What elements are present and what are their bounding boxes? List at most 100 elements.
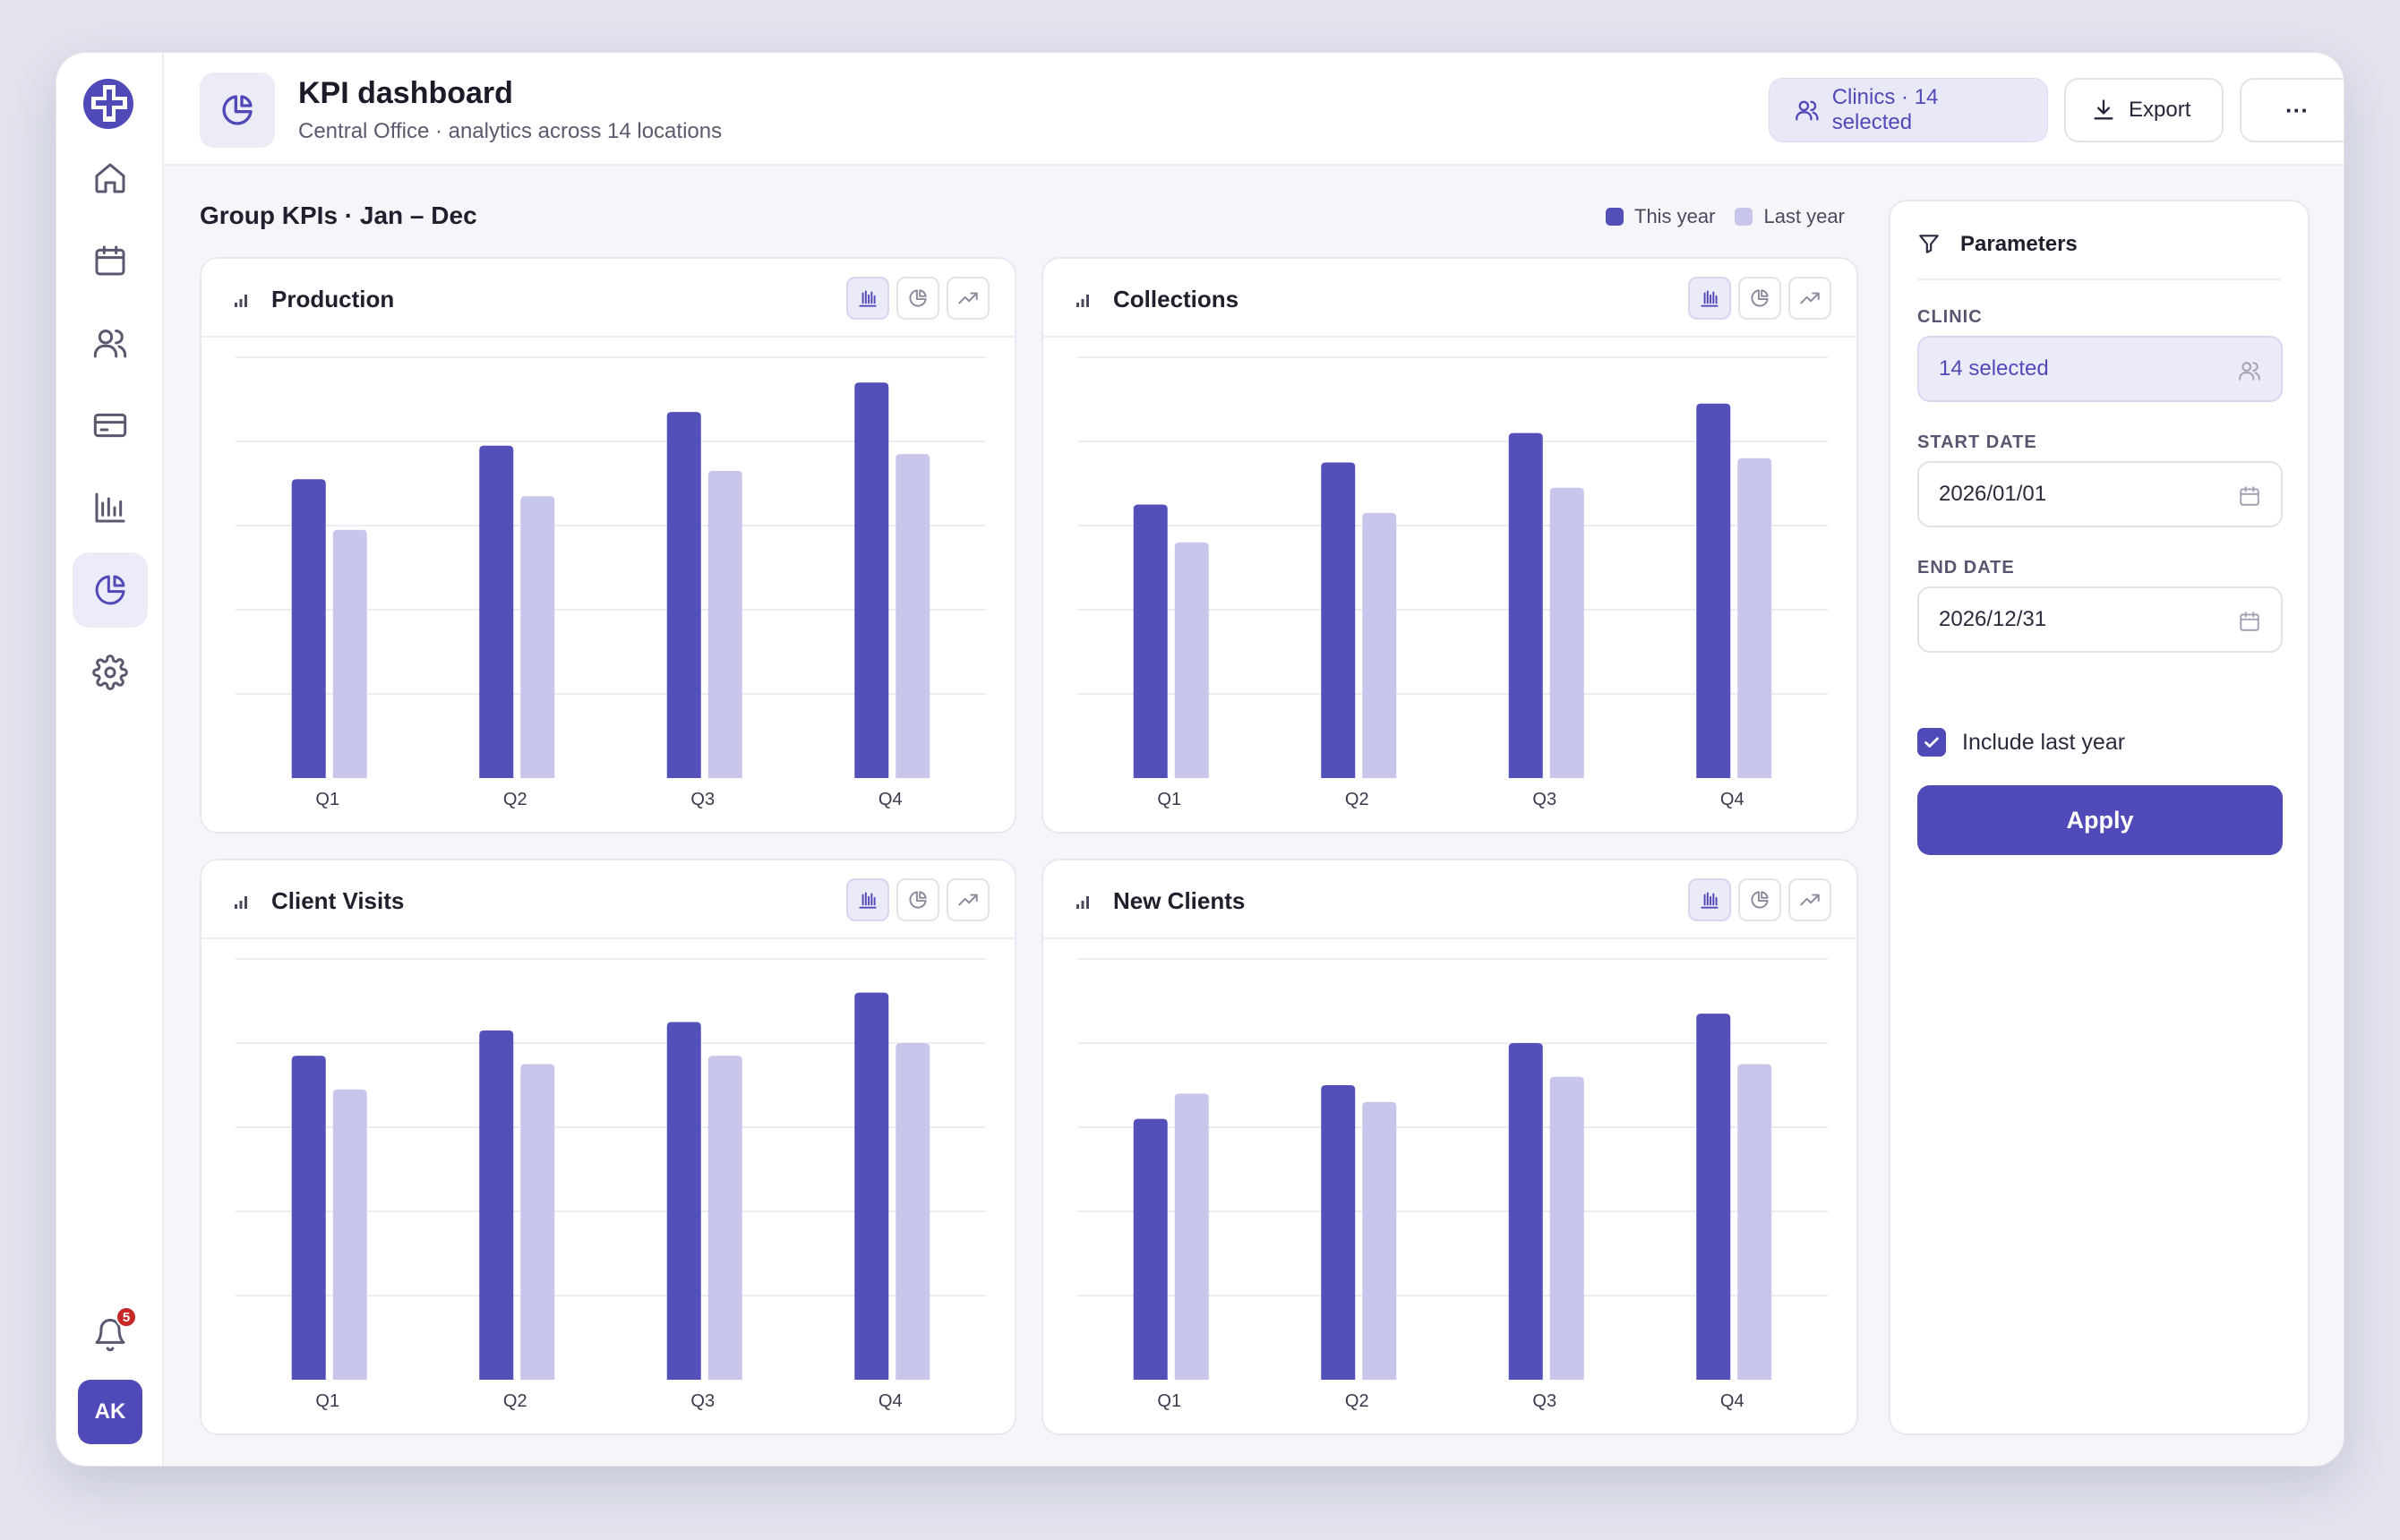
trend-view-button[interactable] xyxy=(1788,878,1831,921)
trend-view-button[interactable] xyxy=(947,277,990,320)
x-tick-label: Q2 xyxy=(1345,790,1369,809)
bar-view-button[interactable] xyxy=(846,878,889,921)
home-icon xyxy=(95,163,125,193)
filter-icon xyxy=(1919,235,1939,253)
bar-last-year-q4[interactable] xyxy=(896,454,930,778)
legend-item-last-year: Last year xyxy=(1735,205,1845,228)
bar-this-year-q2[interactable] xyxy=(479,445,514,778)
bar-this-year-q3[interactable] xyxy=(1508,1043,1543,1380)
nav-home[interactable] xyxy=(73,141,148,216)
pie-view-button[interactable] xyxy=(1738,878,1781,921)
bar-this-year-q2[interactable] xyxy=(1321,1085,1356,1380)
bar-last-year-q3[interactable] xyxy=(1549,487,1584,778)
bar-last-year-q3[interactable] xyxy=(707,1056,742,1380)
export-label: Export xyxy=(2129,98,2191,122)
card-title-client-visits: Client Visits xyxy=(271,887,405,914)
bar-this-year-q3[interactable] xyxy=(666,1022,701,1381)
signal-bars-icon xyxy=(1076,295,1089,307)
avatar[interactable]: AK xyxy=(78,1380,142,1444)
bar-this-year-q4[interactable] xyxy=(854,992,889,1380)
pie-chart-icon xyxy=(1751,891,1769,909)
apply-button[interactable]: Apply xyxy=(1917,785,2283,855)
credit-card-icon xyxy=(93,413,127,438)
bar-last-year-q2[interactable] xyxy=(520,496,555,778)
pie-chart-icon xyxy=(1751,289,1769,307)
download-icon xyxy=(2094,99,2113,120)
bar-this-year-q1[interactable] xyxy=(1133,1118,1168,1380)
legend-item-this-year: This year xyxy=(1606,205,1715,228)
bar-this-year-q1[interactable] xyxy=(1133,504,1168,779)
chart-svg-production: Q1 Q2 Q3 Q4 xyxy=(236,356,986,809)
notifications-button[interactable]: 5 xyxy=(73,1297,148,1373)
chart-client-visits: Q1 Q2 Q3 Q4 xyxy=(201,941,1015,1433)
bar-this-year-q2[interactable] xyxy=(1321,462,1356,779)
signal-bars-icon xyxy=(235,896,247,909)
start-date-value: 2026/01/01 xyxy=(1939,482,2047,506)
export-button[interactable]: Export xyxy=(2064,78,2224,142)
bar-this-year-q3[interactable] xyxy=(666,412,701,778)
start-date-field[interactable]: 2026/01/01 xyxy=(1917,461,2283,527)
nav-analytics[interactable] xyxy=(73,552,148,628)
bar-last-year-q1[interactable] xyxy=(332,1089,367,1380)
bar-last-year-q2[interactable] xyxy=(1362,1101,1397,1380)
bar-view-button[interactable] xyxy=(1688,277,1731,320)
pie-view-button[interactable] xyxy=(896,277,939,320)
bar-last-year-q4[interactable] xyxy=(1737,458,1772,778)
bar-chart-icon xyxy=(1701,290,1719,307)
clinics-filter-label: Clinics · 14 selected xyxy=(1831,85,1939,134)
bar-last-year-q2[interactable] xyxy=(1362,512,1397,778)
bar-this-year-q4[interactable] xyxy=(854,382,889,778)
bar-this-year-q1[interactable] xyxy=(291,1056,326,1380)
parameters-title: Parameters xyxy=(1960,232,2078,256)
bar-last-year-q1[interactable] xyxy=(332,529,367,778)
bar-last-year-q1[interactable] xyxy=(1174,542,1209,778)
pie-view-button[interactable] xyxy=(1738,277,1781,320)
users-icon xyxy=(93,329,127,358)
clinic-select[interactable]: 14 selected xyxy=(1917,336,2283,402)
pie-view-button[interactable] xyxy=(896,878,939,921)
nav-billing[interactable] xyxy=(73,388,148,463)
bar-this-year-q3[interactable] xyxy=(1508,432,1543,778)
page-title: KPI dashboard xyxy=(298,76,513,110)
group-title: Group KPIs · Jan – Dec xyxy=(200,201,477,229)
chart-svg-new-clients: Q1 Q2 Q3 Q4 xyxy=(1077,958,1828,1411)
kpi-card-new-clients: New Clients Q1 Q2 Q3 Q4 xyxy=(1041,859,1858,1435)
more-icon: ··· xyxy=(2285,96,2309,124)
calendar-icon xyxy=(95,245,125,276)
nav-clients[interactable] xyxy=(73,305,148,381)
more-options-button[interactable]: ··· xyxy=(2240,78,2344,142)
gear-icon xyxy=(92,654,128,690)
bar-view-button[interactable] xyxy=(846,277,889,320)
nav-calendar[interactable] xyxy=(73,223,148,298)
bar-this-year-q2[interactable] xyxy=(479,1030,514,1380)
bar-this-year-q4[interactable] xyxy=(1696,1014,1731,1380)
parameters-header: Parameters xyxy=(1917,201,2281,280)
sidebar: 5 AK xyxy=(56,53,164,1466)
clinics-filter-button[interactable]: Clinics · 14 selected xyxy=(1769,78,2048,142)
bar-last-year-q4[interactable] xyxy=(896,1043,930,1380)
nav-reports[interactable] xyxy=(73,470,148,545)
chart-svg-client-visits: Q1 Q2 Q3 Q4 xyxy=(236,958,986,1411)
bar-last-year-q3[interactable] xyxy=(707,470,742,778)
bar-last-year-q1[interactable] xyxy=(1174,1093,1209,1380)
bar-last-year-q4[interactable] xyxy=(1737,1064,1772,1381)
bar-chart-icon xyxy=(859,892,877,909)
end-date-field[interactable]: 2026/12/31 xyxy=(1917,586,2283,653)
x-tick-label: Q1 xyxy=(1157,1391,1181,1411)
bar-this-year-q1[interactable] xyxy=(291,479,326,778)
x-tick-label: Q2 xyxy=(503,1391,527,1411)
legend-label-last-year: Last year xyxy=(1763,205,1845,227)
trend-view-button[interactable] xyxy=(1788,277,1831,320)
pie-chart-icon xyxy=(222,95,253,125)
trend-view-button[interactable] xyxy=(947,878,990,921)
x-tick-label: Q2 xyxy=(503,790,527,809)
bar-last-year-q3[interactable] xyxy=(1549,1076,1584,1380)
legend-swatch-this-year xyxy=(1606,208,1624,226)
nav-settings[interactable] xyxy=(73,635,148,710)
include-last-year-checkbox[interactable] xyxy=(1917,728,1946,757)
card-header: Collections xyxy=(1043,259,1856,338)
bar-this-year-q4[interactable] xyxy=(1696,403,1731,778)
bar-last-year-q2[interactable] xyxy=(520,1064,555,1381)
bar-view-button[interactable] xyxy=(1688,878,1731,921)
calendar-icon xyxy=(2240,612,2259,631)
